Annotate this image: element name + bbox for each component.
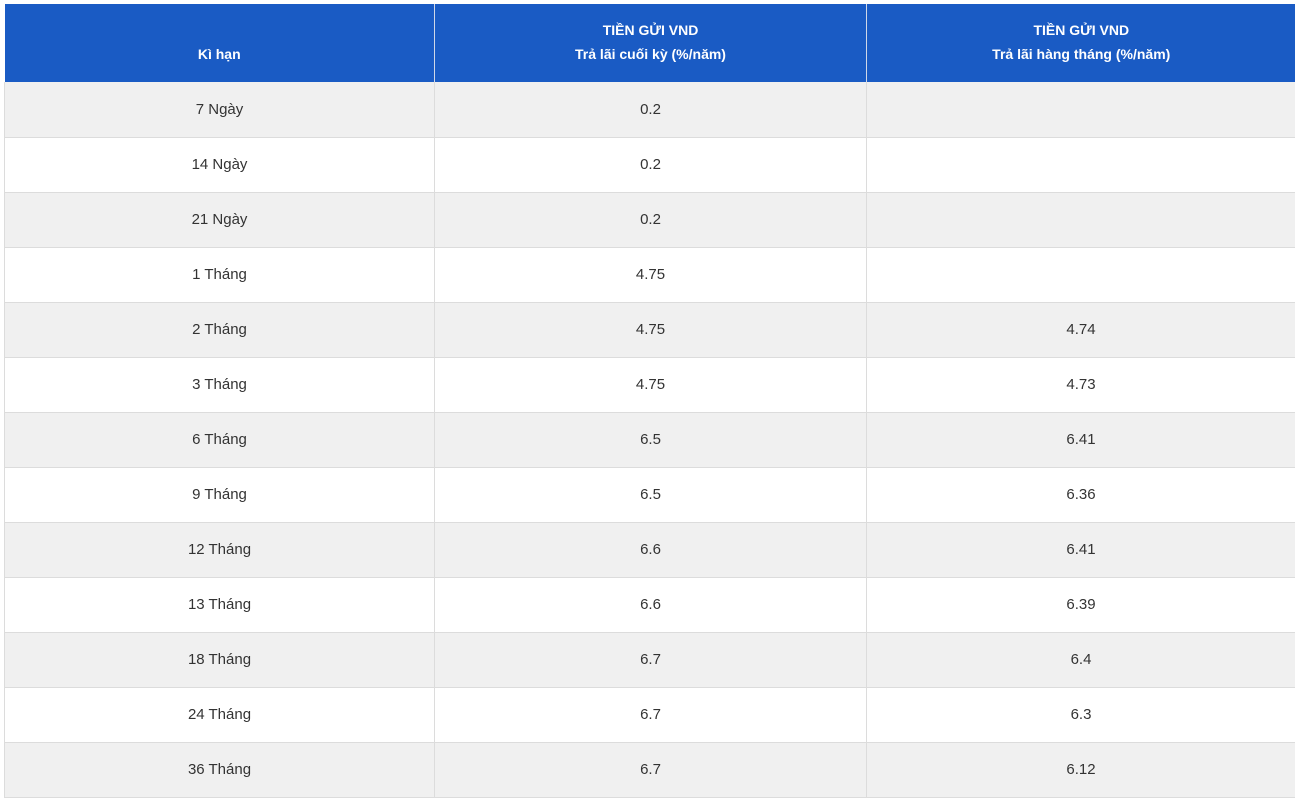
rate-table: Kì hạn TIỀN GỬI VND Trả lãi cuối kỳ (%/năm… <box>4 4 1295 798</box>
header-cell: TIỀN GỬI VND Trả lãi hàng tháng (%/năm) <box>866 4 1295 82</box>
rate-cell: 6.41 <box>866 522 1295 578</box>
rate-cell: 4.75 <box>434 357 867 413</box>
table-row: 3 Tháng 4.75 4.73 <box>4 357 1295 413</box>
rate-cell: 6.7 <box>434 687 867 743</box>
table-header: Kì hạn TIỀN GỬI VND Trả lãi cuối kỳ (%/năm… <box>4 4 1295 82</box>
term-cell: 7 Ngày <box>4 82 435 138</box>
rate-cell: 6.36 <box>866 467 1295 523</box>
table-row: 7 Ngày 0.2 <box>4 82 1295 138</box>
term-cell: 36 Tháng <box>4 742 435 798</box>
header-cell: Kì hạn <box>4 4 435 82</box>
rate-cell <box>866 192 1295 248</box>
rate-cell: 4.74 <box>866 302 1295 358</box>
header-row: Kì hạn TIỀN GỬI VND Trả lãi cuối kỳ (%/năm… <box>4 4 1295 82</box>
header-text: TIỀN GỬI VND <box>1033 22 1130 38</box>
header-text: Trả lãi cuối kỳ (%/năm) <box>575 46 726 62</box>
term-cell: 18 Tháng <box>4 632 435 688</box>
table-row: 14 Ngày 0.2 <box>4 137 1295 193</box>
term-cell: 1 Tháng <box>4 247 435 303</box>
term-cell: 21 Ngày <box>4 192 435 248</box>
rate-cell: 6.4 <box>866 632 1295 688</box>
rate-cell: 6.5 <box>434 412 867 468</box>
header-text: TIỀN GỬI VND <box>602 22 699 38</box>
table-row: 36 Tháng 6.7 6.12 <box>4 742 1295 798</box>
header-cell: TIỀN GỬI VND Trả lãi cuối kỳ (%/năm) <box>434 4 867 82</box>
term-cell: 3 Tháng <box>4 357 435 413</box>
rate-cell <box>866 247 1295 303</box>
header-text: Trả lãi hàng tháng (%/năm) <box>992 46 1171 62</box>
rate-cell: 6.41 <box>866 412 1295 468</box>
term-cell: 13 Tháng <box>4 577 435 633</box>
table-row: 21 Ngày 0.2 <box>4 192 1295 248</box>
rate-cell: 6.6 <box>434 522 867 578</box>
table-row: 2 Tháng 4.75 4.74 <box>4 302 1295 358</box>
rate-cell: 6.7 <box>434 742 867 798</box>
rate-cell: 4.75 <box>434 302 867 358</box>
rate-cell: 6.3 <box>866 687 1295 743</box>
table-row: 9 Tháng 6.5 6.36 <box>4 467 1295 523</box>
table-row: 18 Tháng 6.7 6.4 <box>4 632 1295 688</box>
table-row: 1 Tháng 4.75 <box>4 247 1295 303</box>
rate-cell: 0.2 <box>434 82 867 138</box>
rate-cell: 6.6 <box>434 577 867 633</box>
table-row: 24 Tháng 6.7 6.3 <box>4 687 1295 743</box>
term-cell: 2 Tháng <box>4 302 435 358</box>
term-cell: 24 Tháng <box>4 687 435 743</box>
term-cell: 14 Ngày <box>4 137 435 193</box>
rate-cell <box>866 82 1295 138</box>
header-text: Kì hạn <box>197 46 241 62</box>
table-body: 7 Ngày 0.2 14 Ngày 0.2 21 Ngày 0.2 1 Tháng 4.75… <box>4 82 1295 798</box>
table-row: 6 Tháng 6.5 6.41 <box>4 412 1295 468</box>
rate-cell: 0.2 <box>434 192 867 248</box>
term-cell: 9 Tháng <box>4 467 435 523</box>
rate-cell: 6.5 <box>434 467 867 523</box>
term-cell: 12 Tháng <box>4 522 435 578</box>
rate-cell: 6.7 <box>434 632 867 688</box>
table-row: 13 Tháng 6.6 6.39 <box>4 577 1295 633</box>
table-row: 12 Tháng 6.6 6.41 <box>4 522 1295 578</box>
rate-cell: 0.2 <box>434 137 867 193</box>
rate-cell: 4.75 <box>434 247 867 303</box>
rate-cell <box>866 137 1295 193</box>
rate-cell: 6.12 <box>866 742 1295 798</box>
rate-cell: 4.73 <box>866 357 1295 413</box>
rate-cell: 6.39 <box>866 577 1295 633</box>
term-cell: 6 Tháng <box>4 412 435 468</box>
